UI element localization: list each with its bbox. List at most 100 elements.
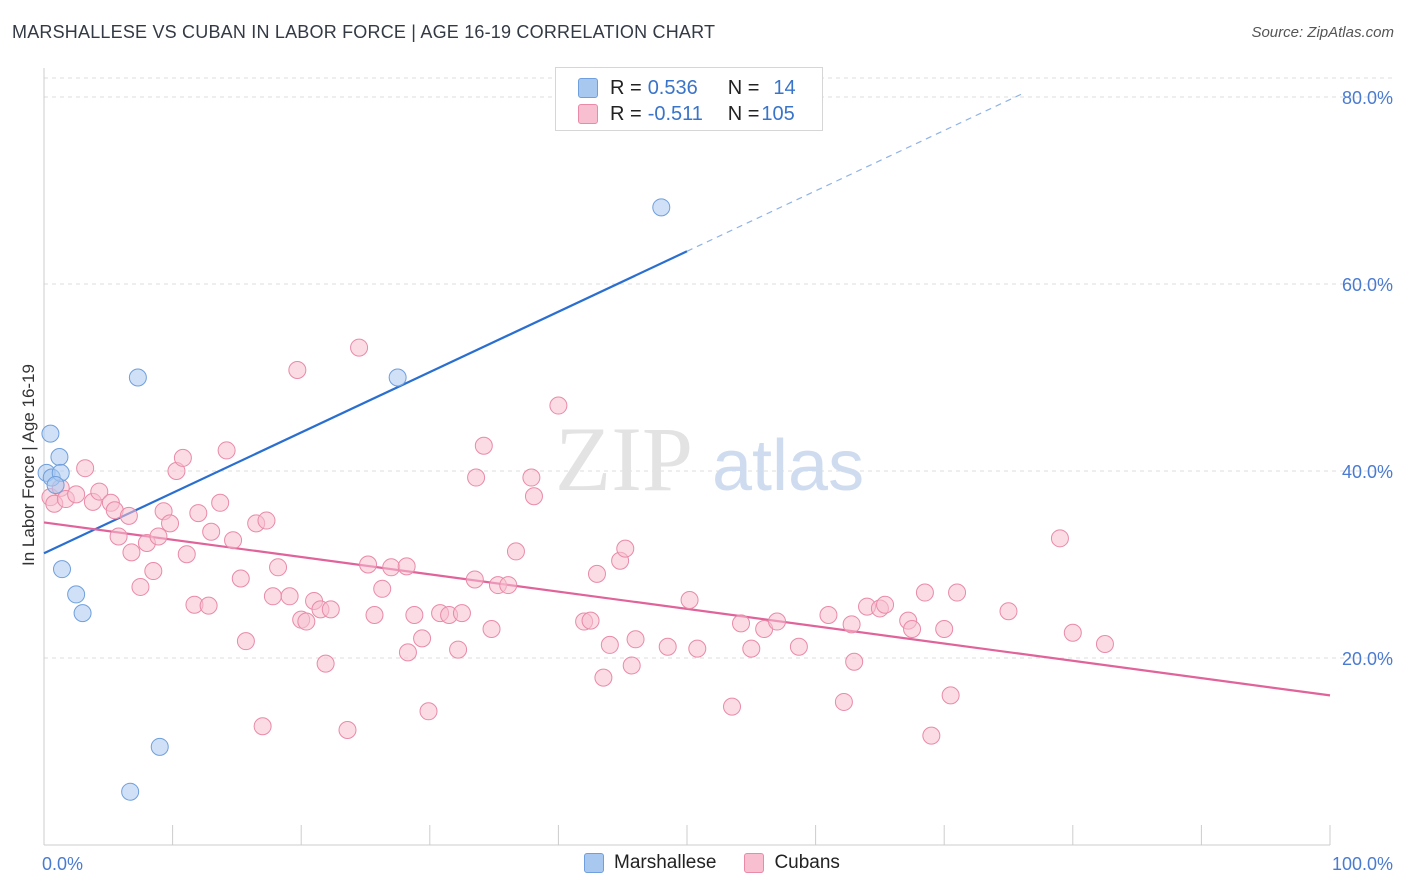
- cubans-point: [397, 557, 416, 576]
- cubans-point: [217, 441, 236, 460]
- cubans-point: [680, 591, 699, 610]
- legend-n-value: 105: [761, 102, 795, 125]
- marshallese-point: [53, 560, 72, 579]
- legend-r-value: -0.511: [647, 102, 703, 125]
- cubans-point: [236, 632, 255, 651]
- y-tick-label: 40.0%: [1342, 462, 1393, 482]
- cubans-point: [742, 639, 761, 658]
- cubans-point: [922, 726, 941, 745]
- cubans-point: [465, 570, 484, 589]
- trend-lines: [43, 93, 1331, 697]
- cubans-point: [76, 459, 95, 478]
- cubans-point: [506, 542, 525, 561]
- cubans-point: [189, 504, 208, 523]
- y-tick-label: 20.0%: [1342, 649, 1393, 669]
- cubans-point: [876, 595, 895, 614]
- cubans-point: [263, 587, 282, 606]
- legend: R = 0.536 N = 14 R = -0.511 N = 105: [555, 67, 823, 131]
- tick-labels: 20.0% 40.0% 60.0% 80.0% 0.0% 100.0%: [42, 88, 1393, 874]
- marshallese-point: [41, 424, 60, 443]
- cubans-point: [122, 543, 141, 562]
- bottom-legend-marshallese: Marshallese: [584, 852, 716, 874]
- cubans-point: [999, 602, 1018, 621]
- watermark-atlas: atlas: [712, 426, 864, 506]
- cubans-point: [935, 620, 954, 639]
- cubans-point: [499, 576, 518, 595]
- axes: [43, 68, 1331, 846]
- cubans-point: [90, 482, 109, 501]
- cubans-point: [549, 396, 568, 415]
- marshallese-point: [150, 737, 169, 756]
- cubans-point: [373, 579, 392, 598]
- cubans-point: [316, 654, 335, 673]
- cubans-point: [288, 361, 307, 380]
- cubans-point: [845, 652, 864, 671]
- marshallese-point: [50, 447, 69, 466]
- marshallese-point: [388, 368, 407, 387]
- cubans-point: [382, 558, 401, 577]
- cubans-point: [594, 668, 613, 687]
- cubans-point: [144, 562, 163, 581]
- cubans-point: [359, 555, 378, 574]
- cubans-point: [948, 583, 967, 602]
- x-tick-label: 100.0%: [1332, 854, 1393, 874]
- cubans-point: [522, 468, 541, 487]
- cubans-point: [616, 539, 635, 558]
- marshallese-point: [46, 476, 65, 495]
- cubans-point: [474, 436, 493, 455]
- bottom-legend: Marshallese Cubans: [584, 852, 868, 874]
- cubans-point: [1095, 634, 1114, 653]
- cubans-point: [626, 630, 645, 649]
- cubans-point: [321, 600, 340, 619]
- cubans-point: [1050, 529, 1069, 548]
- cubans-point: [524, 487, 543, 506]
- cubans-point: [398, 643, 417, 662]
- cubans-point: [365, 605, 384, 624]
- legend-n-value: 14: [773, 76, 796, 99]
- cubans-point: [199, 596, 218, 615]
- cubans-point: [581, 611, 600, 630]
- source-credit: Source: ZipAtlas.com: [1251, 24, 1394, 41]
- cubans-point: [131, 577, 150, 596]
- cubans-point: [842, 615, 861, 634]
- cubans-point: [350, 338, 369, 357]
- legend-r-value: 0.536: [647, 76, 698, 99]
- cubans-point: [658, 637, 677, 656]
- cubans-point: [253, 717, 272, 736]
- cubans-point: [173, 448, 192, 467]
- y-axis-label: In Labor Force | Age 16-19: [19, 364, 38, 566]
- cubans-point: [257, 511, 276, 530]
- cubans-point: [587, 564, 606, 583]
- cubans-point: [622, 656, 641, 675]
- cubans-point: [161, 514, 180, 533]
- bottom-legend-swatch-cubans: [744, 853, 765, 873]
- bottom-legend-label: Cubans: [774, 852, 840, 873]
- cubans-point: [452, 604, 471, 623]
- legend-swatch-marshallese: [578, 78, 598, 98]
- cubans-point: [149, 527, 168, 546]
- cubans-point: [834, 692, 853, 711]
- cubans-point: [119, 506, 138, 525]
- marshallese-trend-line: [43, 250, 688, 555]
- cubans-point: [467, 468, 486, 487]
- data-points: [37, 198, 1114, 801]
- grid-lines: [44, 77, 1392, 659]
- legend-r-label: R =: [610, 76, 642, 99]
- legend-r-label: R =: [610, 102, 642, 125]
- cubans-point: [231, 569, 250, 588]
- watermark: ZIP atlas: [555, 408, 864, 510]
- cubans-point: [915, 583, 934, 602]
- chart-title: MARSHALLESE VS CUBAN IN LABOR FORCE | AG…: [12, 22, 716, 42]
- cubans-point: [449, 640, 468, 659]
- cubans-point: [482, 620, 501, 639]
- bottom-legend-cubans: Cubans: [744, 852, 840, 874]
- y-tick-label: 80.0%: [1342, 88, 1393, 108]
- marshallese-point: [128, 368, 147, 387]
- legend-row-cubans: R = -0.511 N = 105: [578, 101, 795, 127]
- bottom-legend-swatch-marshallese: [584, 853, 604, 873]
- cubans-point: [419, 702, 438, 721]
- cubans-point: [280, 587, 299, 606]
- cubans-point: [224, 531, 243, 550]
- cubans-point: [819, 605, 838, 624]
